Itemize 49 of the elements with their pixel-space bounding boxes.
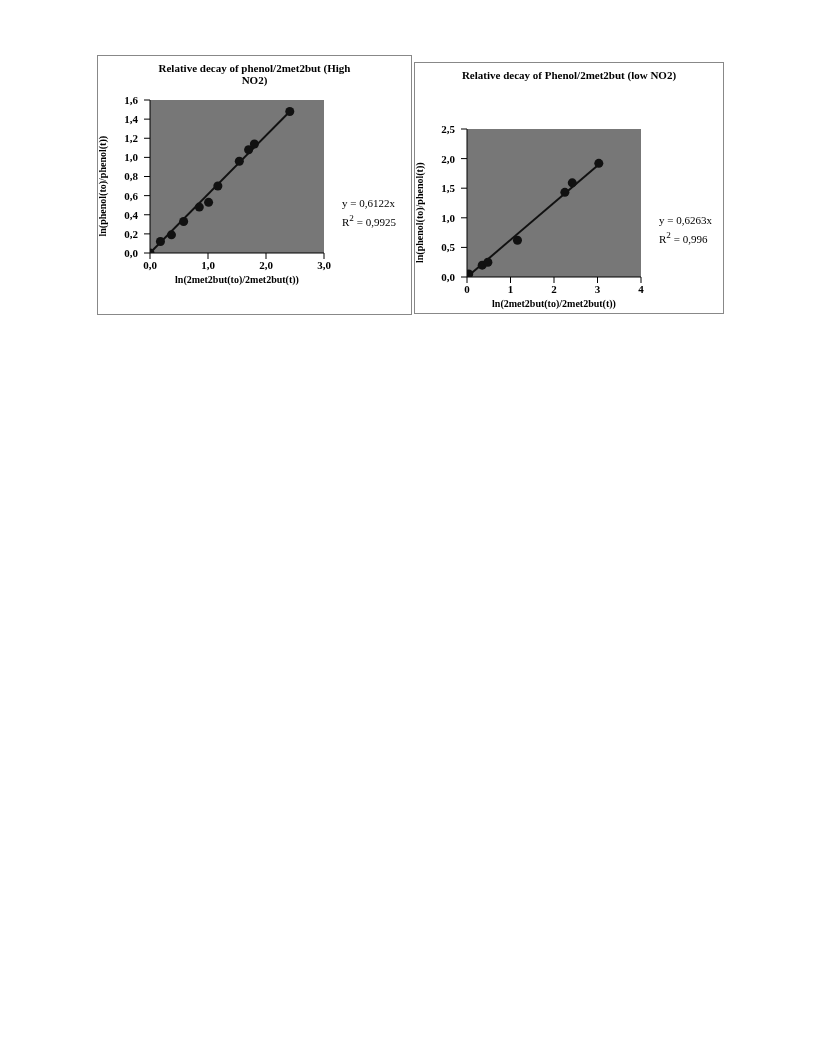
text: R$^{2}$ = 0,996 [659, 229, 709, 247]
x-tick-label: 4 [638, 282, 645, 295]
point [213, 181, 223, 191]
x-tick-label: 2,0 [259, 258, 274, 271]
y-axis-title: ln(phenol(to)/phenol(t)) [96, 135, 109, 237]
point [234, 156, 244, 166]
y-tick-label: 2,0 [441, 152, 456, 165]
x-tick-label: 1,0 [201, 258, 216, 271]
point [285, 106, 295, 116]
point [155, 237, 165, 247]
x-tick-label: 0 [464, 282, 471, 295]
y-tick-label: 2,5 [441, 122, 456, 135]
point [194, 202, 204, 212]
x-tick-label: 1 [507, 282, 514, 295]
x-tick-label: 3,0 [317, 258, 332, 271]
point [166, 230, 176, 240]
y-tick-label: 0,8 [124, 170, 139, 183]
point [204, 197, 214, 207]
point [512, 235, 522, 245]
y-tick-label: 1,4 [124, 113, 139, 126]
y-tick-label: 1,0 [124, 151, 139, 164]
point [567, 178, 577, 188]
y-tick-label: 0,0 [441, 270, 456, 283]
text: R$^{2}$ = 0,9925 [342, 212, 396, 230]
chart-title: Relative decay of phenol/2met2but (High NO2) [157, 62, 352, 86]
text: y = 0,6263x [659, 213, 712, 228]
point [249, 139, 259, 149]
y-tick-label: 0,0 [124, 246, 139, 259]
x-axis-title: ln(2met2but(to)/2met2but(t)) [175, 274, 299, 286]
x-axis-title: ln(2met2but(to)/2met2but(t)) [492, 298, 616, 310]
x-tick-label: 0,0 [143, 258, 158, 271]
y-tick-label: 0,2 [124, 227, 139, 240]
x-tick-label: 2 [551, 282, 558, 295]
y-tick-label: 1,0 [441, 211, 456, 224]
point [483, 257, 493, 267]
point [244, 145, 254, 155]
y-tick-label: 0,4 [124, 208, 139, 221]
x-tick-label: 3 [594, 282, 601, 295]
chart-title: Relative decay of Phenol/2met2but (low NO2) [460, 69, 678, 81]
y-tick-label: 1,5 [441, 182, 456, 195]
y-tick-label: 1,2 [124, 132, 139, 145]
y-tick-label: 0,5 [441, 241, 456, 254]
point [594, 158, 604, 168]
text: y = 0,6122x [342, 196, 396, 211]
point [560, 187, 570, 197]
point [179, 216, 189, 226]
y-tick-label: 1,6 [124, 93, 139, 106]
y-tick-label: 0,6 [124, 189, 139, 202]
y-axis-title: ln(phenol(to)/phenol(t)) [413, 162, 426, 263]
